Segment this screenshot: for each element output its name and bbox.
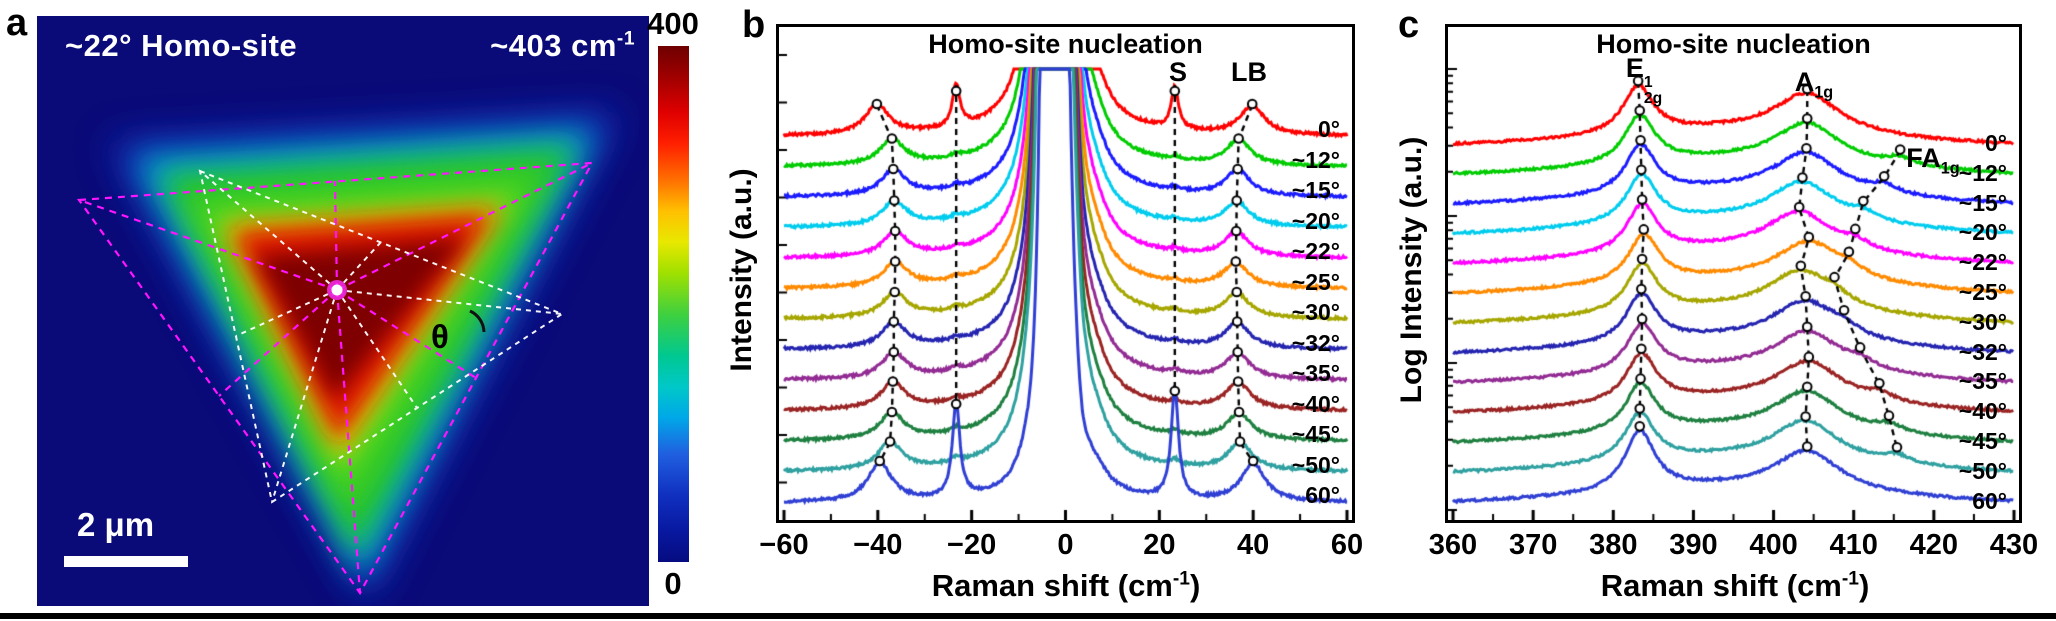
peak-label-lb: LB xyxy=(1231,57,1267,87)
panel-c-ylabel: Log Intensity (a.u.) xyxy=(1395,136,1428,404)
wavenumber-sup: -1 xyxy=(616,28,635,50)
raman-map-graphic xyxy=(37,16,649,606)
panel-c-title: Homo-site nucleation xyxy=(1596,29,1871,59)
angle-label: ~35° xyxy=(1958,368,2007,395)
x-axis-tick-label: 370 xyxy=(1508,529,1558,561)
angle-label: ~20° xyxy=(1291,207,1340,234)
peak-label-fa1g: FA1g xyxy=(1906,143,1959,178)
angle-label: ~22° xyxy=(1958,249,2007,276)
fa1g-sub: 1g xyxy=(1940,159,1960,178)
angle-label: ~30° xyxy=(1291,299,1340,325)
x-axis-tick-label: 390 xyxy=(1669,529,1718,561)
panel-a-letter: a xyxy=(6,2,28,44)
panel-b-xlabel: Raman shift (cm-1) xyxy=(932,568,1201,604)
x-axis-tick-label: 20 xyxy=(1143,529,1176,561)
peak-label-s: S xyxy=(1168,57,1188,87)
raman-intensity-map: ~22° Homo-site ~403 cm-1 θ 2 μm xyxy=(37,16,649,606)
peak-label-e2g: E 1 2g xyxy=(1626,53,1662,106)
peak-label-a1g: A1g xyxy=(1795,67,1833,102)
flake-heatmap xyxy=(107,111,622,604)
wavenumber-base: ~403 cm xyxy=(490,28,617,63)
angle-label: ~50° xyxy=(1958,457,2007,484)
map-annotation-wavenumber: ~403 cm-1 xyxy=(490,28,635,64)
x-axis-tick-label: −20 xyxy=(947,529,997,561)
angle-label: ~25° xyxy=(1291,268,1340,295)
a1g-base: A xyxy=(1794,67,1815,97)
x-axis-tick-label: −40 xyxy=(853,529,903,561)
angle-label: ~25° xyxy=(1958,279,2007,305)
xlabel-base: Raman shift (cm xyxy=(1600,568,1842,603)
center-dot xyxy=(331,284,343,296)
x-axis-tick-label: 380 xyxy=(1589,529,1638,561)
angle-label: ~32° xyxy=(1291,329,1340,356)
x-axis-tick-label: −60 xyxy=(759,529,809,561)
angle-label: ~45° xyxy=(1291,421,1340,447)
angle-label: ~32° xyxy=(1958,338,2007,365)
x-axis-tick-label: 420 xyxy=(1909,529,1959,561)
angle-label: ~50° xyxy=(1291,451,1340,478)
angle-label: ~22° xyxy=(1291,238,1340,264)
figure-bottom-border xyxy=(0,613,2056,619)
angle-label: ~45° xyxy=(1958,428,2007,454)
theta-angle-arc xyxy=(469,309,486,333)
angle-label: 0° xyxy=(1318,116,1340,142)
x-axis-tick-label: 410 xyxy=(1829,529,1878,561)
angle-label: ~30° xyxy=(1958,308,2007,335)
angle-label: ~20° xyxy=(1958,219,2007,246)
angle-label: 60° xyxy=(1972,487,2007,514)
x-axis-tick-label: 430 xyxy=(1989,529,2039,561)
e2g-base: E xyxy=(1625,53,1644,83)
angle-label: ~40° xyxy=(1291,390,1340,417)
scale-bar xyxy=(64,556,188,567)
panel-b-ylabel: Intensity (a.u.) xyxy=(725,168,758,372)
angle-label: ~15° xyxy=(1958,189,2007,216)
xlabel-end: ) xyxy=(1189,568,1201,603)
angle-label: 60° xyxy=(1305,482,1340,508)
angle-label: ~15° xyxy=(1291,177,1340,203)
colorbar xyxy=(658,46,689,562)
x-axis-tick-label: 400 xyxy=(1749,529,1798,561)
panel-c-plot: Homo-site nucleation E 1 2g A1g FA1g 0° ~12… xyxy=(1445,24,2022,523)
panel-c-letter: c xyxy=(1398,4,1420,46)
e2g-sup: 1 xyxy=(1643,74,1653,91)
panel-b-title: Homo-site nucleation xyxy=(928,29,1203,59)
x-axis-tick-label: 60 xyxy=(1330,529,1364,561)
xlabel-sup: -1 xyxy=(1172,568,1190,590)
x-axis-tick-label: 360 xyxy=(1428,529,1478,561)
angle-label: 0° xyxy=(1985,130,2007,156)
panel-c-canvas xyxy=(1448,27,2019,520)
xlabel-base: Raman shift (cm xyxy=(931,568,1173,603)
panel-b-canvas xyxy=(779,27,1352,520)
xlabel-end: ) xyxy=(1858,568,1870,603)
panel-b-plot: Homo-site nucleation S LB 0° ~12° ~15° ~20°… xyxy=(776,24,1355,523)
scale-bar-label: 2 μm xyxy=(77,506,155,543)
theta-label: θ xyxy=(431,318,449,355)
fa1g-base: FA xyxy=(1906,143,1941,173)
xlabel-sup: -1 xyxy=(1841,568,1859,590)
panel-b-letter: b xyxy=(742,4,766,46)
angle-label: ~35° xyxy=(1291,360,1340,386)
map-annotation-angle: ~22° Homo-site xyxy=(65,28,298,63)
angle-label: ~12° xyxy=(1291,146,1340,173)
magenta-dashed-triangle xyxy=(76,161,594,596)
colorbar-min-label: 0 xyxy=(664,566,682,601)
x-axis-tick-label: 0 xyxy=(1057,529,1074,561)
x-axis-tick-label: 40 xyxy=(1237,529,1270,561)
panel-c-xlabel: Raman shift (cm-1) xyxy=(1601,568,1870,604)
colorbar-max-label: 400 xyxy=(647,6,699,41)
angle-label: ~40° xyxy=(1958,398,2007,425)
e2g-sub: 2g xyxy=(1643,89,1663,107)
angle-label: ~12° xyxy=(1958,159,2007,186)
white-dashed-triangle xyxy=(198,169,565,504)
a1g-sub: 1g xyxy=(1814,83,1834,102)
